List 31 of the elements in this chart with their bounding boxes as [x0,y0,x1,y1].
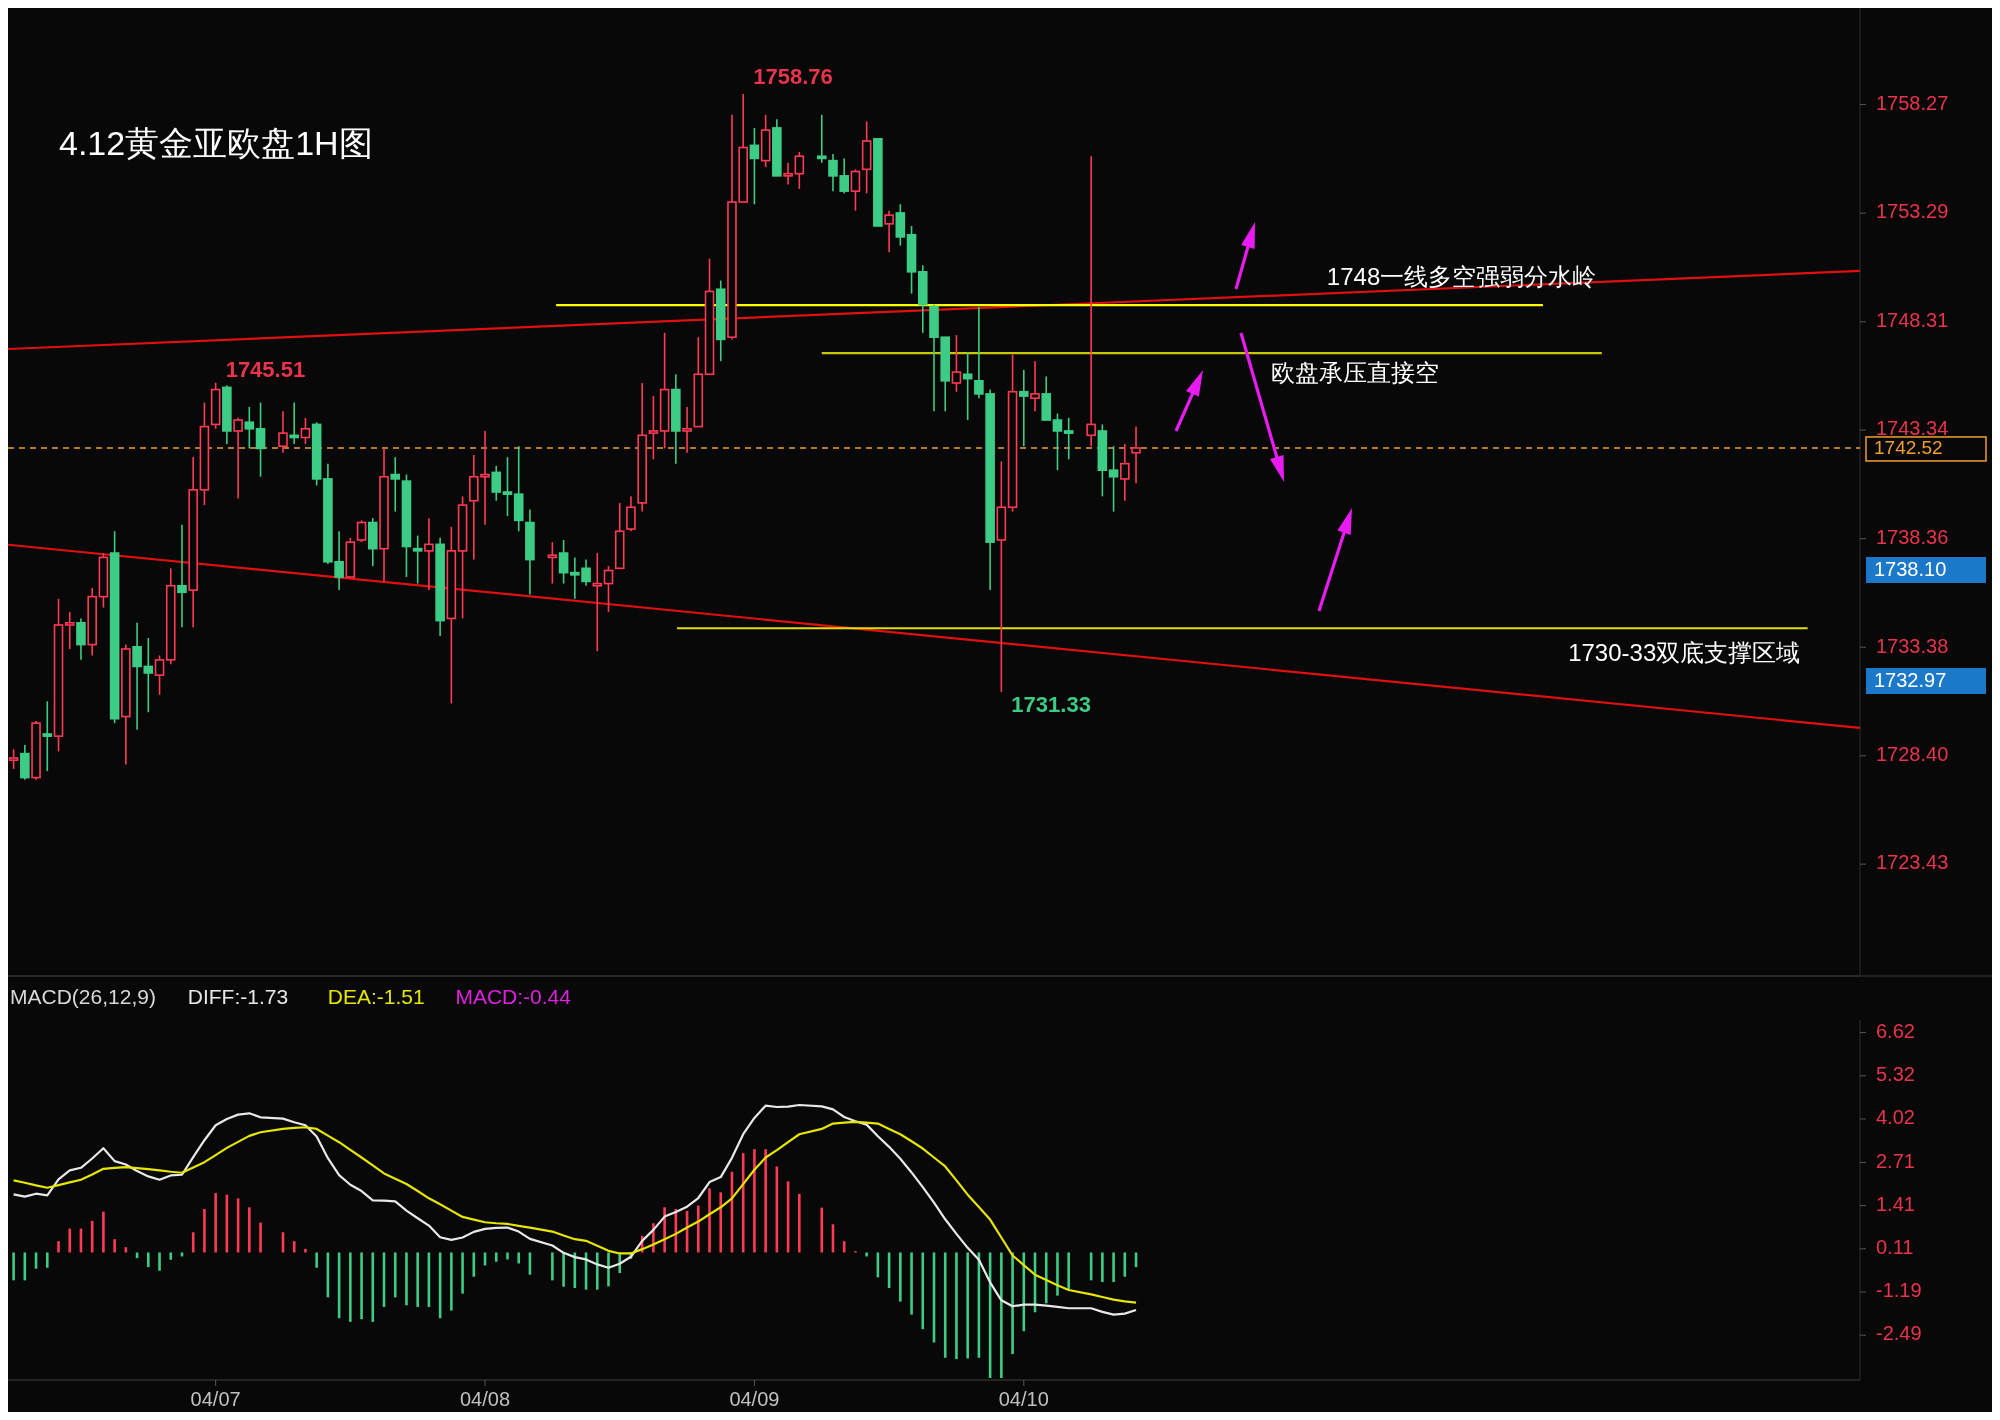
y-tick-label: 1728.40 [1876,743,1949,766]
chart-title: MACD(26,12,9) [10,984,156,1008]
text: 1732.97 [1874,669,1947,692]
text: 4.12黄金亚欧盘1H图 [59,123,373,162]
x-tick-label: 04/08 [460,1388,511,1410]
y-tick-label: 5.32 [1876,1063,1915,1086]
text: DIFF:-1.73 [187,984,289,1008]
x-tick-label: 04/09 [729,1388,780,1410]
y-tick-label: 1753.29 [1876,200,1949,223]
annotation: 欧盘承压直接空 [1270,359,1439,387]
y-tick-label: 1738.36 [1876,525,1949,548]
y-tick-label: 1733.38 [1876,634,1949,657]
y-tick-label: 4.02 [1876,1106,1915,1129]
y-tick-label: 2.71 [1876,1149,1915,1172]
annotation: 1745.51 [225,356,306,382]
text: DEA:-1.51 [327,984,425,1008]
y-tick-label: 1748.31 [1876,309,1949,332]
y-tick-label: 0.11 [1876,1236,1914,1259]
y-tick-label: 1.41 [1876,1192,1915,1215]
y-tick-label: 6.62 [1876,1019,1915,1042]
y-tick-label: 1723.43 [1876,851,1949,874]
annotation: 1730-33双底支撑区域 [1568,638,1801,666]
y-tick-label: 1758.27 [1876,91,1949,114]
text: MACD:-0.44 [455,984,572,1008]
y-tick-label: -1.19 [1876,1279,1922,1302]
x-tick-label: 04/10 [998,1388,1049,1410]
x-tick-label: 04/07 [190,1388,241,1410]
annotation: 1731.33 [1011,691,1091,717]
y-tick-label: -2.49 [1876,1322,1922,1345]
text: 1738.10 [1874,558,1947,581]
annotation: 1758.76 [753,63,833,89]
